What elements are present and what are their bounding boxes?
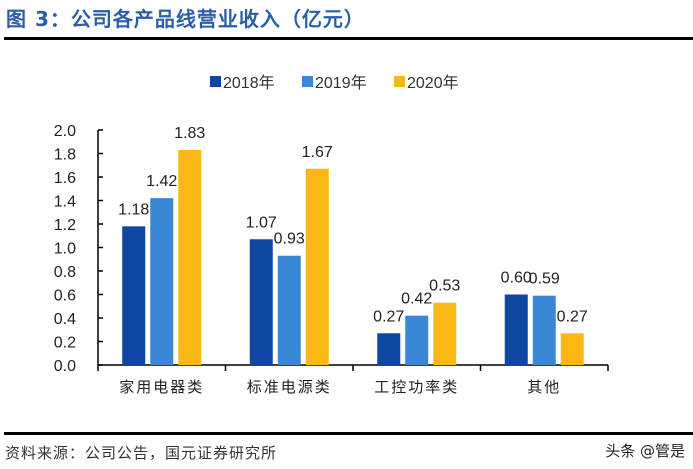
- bar-2018年-家用电器类: [122, 226, 146, 365]
- y-tick-label: 0.0: [54, 358, 76, 375]
- bar-2020年-标准电源类: [305, 168, 329, 365]
- bar-2019年-家用电器类: [150, 198, 174, 365]
- legend-swatch: [394, 76, 405, 87]
- legend-label: 2018年: [223, 74, 275, 92]
- bar-2020年-家用电器类: [178, 149, 202, 365]
- legend-swatch: [302, 76, 313, 87]
- data-label: 0.60: [501, 270, 532, 287]
- bar-2019年-标准电源类: [277, 255, 301, 365]
- data-label: 0.27: [373, 308, 404, 325]
- y-tick-label: 1.6: [54, 170, 76, 187]
- watermark: 头条 @管是: [605, 442, 685, 460]
- data-label: 0.42: [401, 291, 432, 308]
- y-tick-label: 1.4: [54, 194, 76, 211]
- bar-2019年-工控功率类: [405, 315, 429, 365]
- y-tick-label: 1.2: [54, 217, 76, 234]
- x-tick-label: 家用电器类: [119, 379, 204, 396]
- data-label: 1.18: [118, 201, 149, 218]
- bar-2018年-标准电源类: [249, 239, 273, 365]
- title-rule: [4, 37, 693, 40]
- x-tick-label: 工控功率类: [374, 379, 459, 396]
- legend-label: 2020年: [407, 74, 459, 92]
- source-note: 资料来源：公司公告，国元证券研究所: [5, 444, 278, 462]
- y-tick-label: 1.8: [54, 147, 76, 164]
- bar-2019年-其他: [532, 295, 556, 365]
- x-tick-label: 标准电源类: [247, 379, 332, 396]
- bar-2020年-工控功率类: [433, 302, 457, 365]
- footer-rule: [4, 432, 693, 435]
- y-tick-label: 0.4: [54, 311, 76, 328]
- data-label: 0.53: [429, 278, 460, 295]
- data-label: 0.27: [557, 308, 588, 325]
- bar-2018年-工控功率类: [377, 333, 401, 365]
- x-tick-label: 其他: [527, 379, 561, 396]
- data-label: 1.07: [246, 214, 277, 231]
- y-tick-label: 0.8: [54, 264, 76, 281]
- y-tick-label: 0.6: [54, 288, 76, 305]
- bar-2020年-其他: [560, 333, 584, 365]
- y-tick-label: 0.2: [54, 335, 76, 352]
- data-label: 1.67: [302, 144, 333, 161]
- data-label: 1.83: [174, 125, 205, 142]
- legend-label: 2019年: [315, 74, 367, 92]
- figure-title: 图 3：公司各产品线营业收入（亿元）: [6, 7, 365, 31]
- data-label: 1.42: [146, 173, 177, 190]
- y-tick-label: 2.0: [54, 123, 76, 140]
- legend-swatch: [210, 76, 221, 87]
- y-tick-label: 1.0: [54, 241, 76, 258]
- data-label: 0.59: [529, 271, 560, 288]
- data-label: 0.93: [274, 231, 305, 248]
- bar-2018年-其他: [504, 294, 528, 365]
